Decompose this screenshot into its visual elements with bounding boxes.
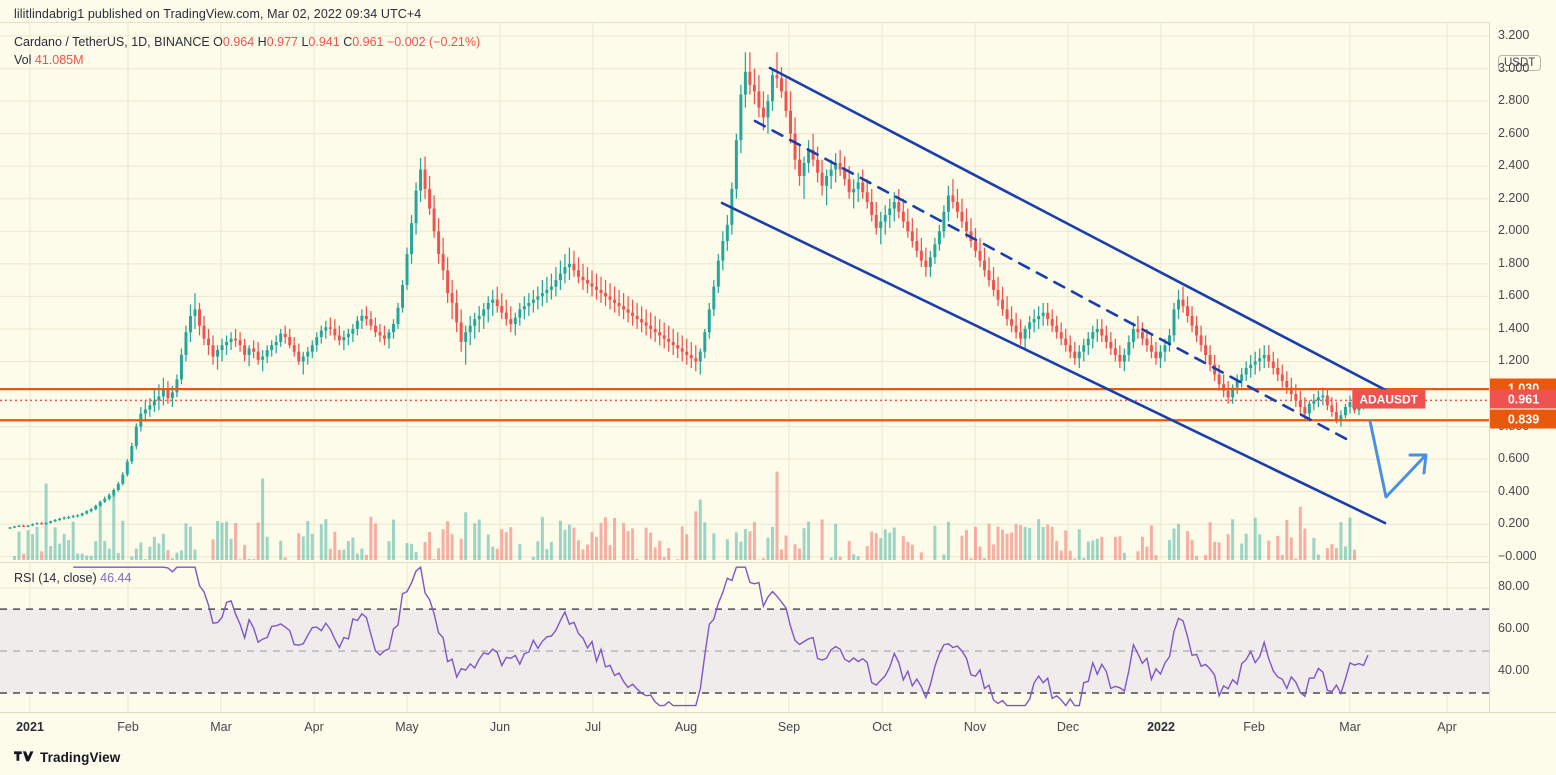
upper-channel-line	[768, 66, 1397, 397]
volume-value: 41.085M	[34, 53, 84, 67]
rsi-label: RSI (14, close)	[14, 571, 97, 585]
chart-legend: Cardano / TetherUS, 1D, BINANCE O0.964 H…	[14, 35, 480, 49]
time-tick: Feb	[1243, 720, 1265, 734]
candlestick-series	[8, 52, 1370, 530]
tradingview-logo: TradingView	[14, 750, 120, 765]
time-tick: Jun	[489, 720, 511, 734]
price-axis[interactable]: USDT 3.200 3.000 2.800 2.600 2.400 2.200 2.000…	[1489, 22, 1556, 712]
rsi-value: 46.44	[100, 571, 132, 585]
price-badge-last-price[interactable]: 0.961	[1490, 389, 1556, 409]
time-tick: May	[395, 720, 419, 734]
symbol-price-tag[interactable]: ADAUSDT	[1352, 389, 1425, 409]
price-tick: 3.200	[1498, 28, 1530, 43]
time-tick: Jul	[585, 720, 601, 734]
legend-high-label: H	[257, 35, 267, 49]
chart-frame[interactable]: Cardano / TetherUS, 1D, BINANCE O0.964 H…	[0, 22, 1489, 714]
price-tick: 1.200	[1498, 353, 1530, 368]
price-tick: 1.800	[1498, 255, 1530, 270]
projection-arrowhead	[1408, 453, 1428, 475]
price-unit-badge: USDT	[1498, 55, 1542, 71]
time-tick: Oct	[872, 720, 892, 734]
time-tick: Sep	[777, 720, 801, 734]
time-tick: Nov	[963, 720, 987, 734]
lower-channel-line	[720, 201, 1387, 525]
price-tick: 1.400	[1498, 320, 1530, 335]
tradingview-mark-icon	[14, 750, 34, 761]
time-axis[interactable]: 2021 Feb Mar Apr May Jun Jul Aug Sep Oct Nov Dec 202…	[0, 712, 1556, 742]
legend-close-label: C	[343, 35, 353, 49]
price-tick: 2.600	[1498, 125, 1530, 140]
legend-low-label: L	[301, 35, 309, 49]
price-tick: 2.400	[1498, 158, 1530, 173]
time-tick: 2021	[16, 720, 44, 734]
price-tick: 1.600	[1498, 288, 1530, 303]
rsi-series	[73, 565, 1369, 707]
legend-open-value: 0.964	[222, 35, 255, 49]
time-tick: 2022	[1147, 720, 1175, 734]
time-tick: Apr	[304, 720, 324, 734]
projection-path	[1368, 419, 1426, 499]
legend-close-value: 0.961	[352, 35, 384, 49]
price-tick: 0.600	[1498, 451, 1530, 466]
legend-open-label: O	[213, 35, 223, 49]
legend-high-value: 0.977	[266, 35, 298, 49]
volume-legend: Vol 41.085M	[14, 53, 84, 67]
rsi-pane[interactable]: RSI (14, close) 46.44	[0, 562, 1489, 714]
time-tick: Feb	[117, 720, 139, 734]
legend-change: −0.002 (−0.21%)	[386, 35, 481, 49]
time-tick: Mar	[1339, 720, 1361, 734]
rsi-tick: 60.00	[1498, 621, 1530, 636]
volume-label: Vol	[14, 53, 32, 67]
time-tick: Apr	[1437, 720, 1457, 734]
rsi-tick: 80.00	[1498, 579, 1530, 594]
price-pane[interactable]: Cardano / TetherUS, 1D, BINANCE O0.964 H…	[0, 23, 1489, 560]
legend-low-value: 0.941	[308, 35, 340, 49]
volume-series	[13, 471, 1356, 560]
legend-symbol: Cardano / TetherUS, 1D, BINANCE	[14, 35, 210, 49]
rsi-legend: RSI (14, close) 46.44	[14, 571, 131, 585]
time-tick: Aug	[674, 720, 698, 734]
rsi-chart-canvas[interactable]	[0, 563, 1489, 714]
price-badge-support[interactable]: 0.839	[1490, 409, 1556, 429]
price-tick: 2.800	[1498, 93, 1530, 108]
tradingview-brand-text: TradingView	[40, 750, 121, 765]
price-tick: 0.400	[1498, 483, 1530, 498]
price-tick: 2.200	[1498, 190, 1530, 205]
price-tick: 3.000	[1498, 60, 1530, 75]
channel-midline	[753, 119, 1352, 443]
price-tick: −0.000	[1498, 548, 1537, 563]
price-tick: 2.000	[1498, 223, 1530, 238]
time-tick: Dec	[1056, 720, 1080, 734]
price-tick: 0.200	[1498, 516, 1530, 531]
price-chart-canvas[interactable]	[0, 23, 1489, 560]
time-tick: Mar	[210, 720, 232, 734]
publish-credit: lilitlindabrig1 published on TradingView…	[14, 7, 422, 21]
rsi-tick: 40.00	[1498, 663, 1530, 678]
